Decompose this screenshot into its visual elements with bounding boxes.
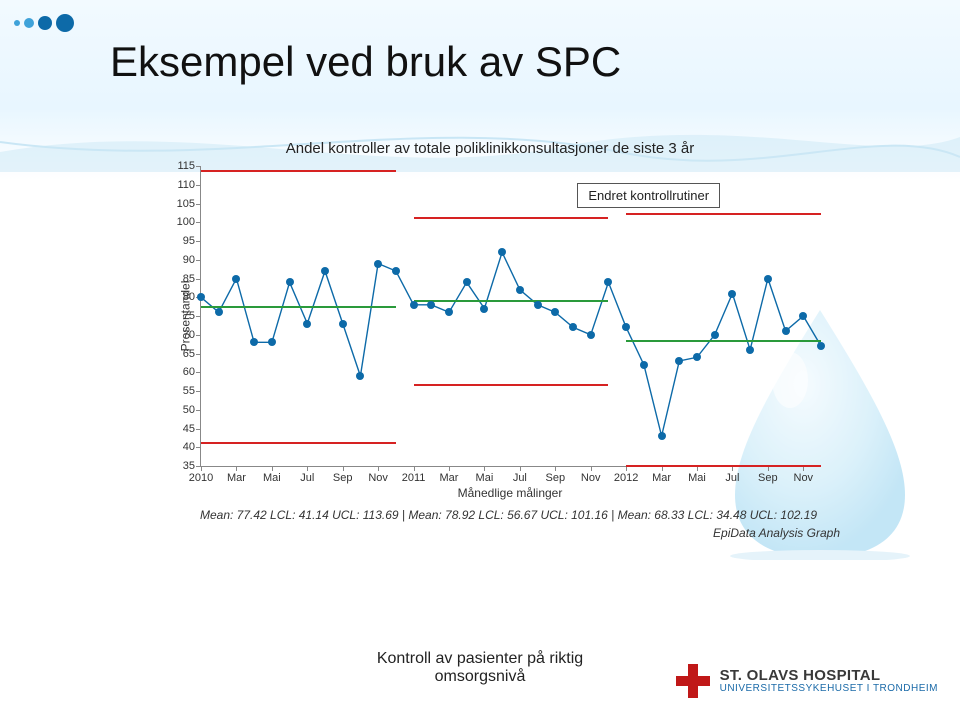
red-cross-icon (676, 664, 710, 698)
data-marker (303, 320, 311, 328)
slide-title: Eksempel ved bruk av SPC (110, 38, 621, 86)
x-tick-label: Mar (440, 472, 459, 484)
data-marker (250, 338, 258, 346)
annotation-box: Endret kontrollrutiner (577, 183, 720, 208)
x-tick-label: Mai (476, 472, 494, 484)
data-marker (569, 323, 577, 331)
y-tick-label: 115 (161, 160, 195, 172)
y-tick-label: 45 (161, 423, 195, 435)
data-marker (516, 286, 524, 294)
y-tick-label: 85 (161, 273, 195, 285)
footer-caption: Kontroll av pasienter på riktigomsorgsni… (377, 650, 583, 686)
x-tick-label: Jul (513, 472, 527, 484)
plot-area: 3540455055606570758085909510010511011520… (200, 166, 821, 467)
data-marker (339, 320, 347, 328)
data-marker (658, 432, 666, 440)
mean-line (201, 306, 396, 308)
ucl-line (626, 213, 821, 215)
mean-line (414, 300, 609, 302)
x-tick-label: Mar (652, 472, 671, 484)
y-tick-label: 90 (161, 254, 195, 266)
data-marker (604, 278, 612, 286)
data-marker (799, 312, 807, 320)
x-tick-label: Sep (545, 472, 565, 484)
data-marker (197, 293, 205, 301)
data-marker (640, 361, 648, 369)
x-axis-title: Månedlige målinger (200, 486, 820, 598)
data-marker (374, 260, 382, 268)
x-tick-label: 2010 (189, 472, 213, 484)
x-tick-label: Nov (581, 472, 601, 484)
ucl-line (414, 217, 609, 219)
y-tick-label: 35 (161, 460, 195, 472)
y-tick-label: 75 (161, 310, 195, 322)
data-marker (587, 331, 595, 339)
data-marker (286, 278, 294, 286)
data-marker (356, 372, 364, 380)
y-tick-label: 60 (161, 366, 195, 378)
ucl-line (201, 170, 396, 172)
mean-line (626, 340, 821, 342)
data-marker (232, 275, 240, 283)
data-marker (693, 353, 701, 361)
data-marker (321, 267, 329, 275)
spc-chart: Andel kontroller av totale poliklinikkon… (140, 140, 840, 560)
data-marker (764, 275, 772, 283)
data-marker (427, 301, 435, 309)
data-marker (817, 342, 825, 350)
data-line (201, 166, 821, 466)
data-marker (215, 308, 223, 316)
hospital-logo: ST. OLAVS HOSPITAL UNIVERSITETSSYKEHUSET… (676, 664, 938, 698)
y-tick-label: 100 (161, 216, 195, 228)
y-tick-label: 95 (161, 235, 195, 247)
logo-main: ST. OLAVS HOSPITAL (720, 668, 938, 684)
x-tick-label: 2012 (614, 472, 638, 484)
x-tick-label: Jul (725, 472, 739, 484)
data-marker (675, 357, 683, 365)
x-tick-label: Mai (688, 472, 706, 484)
x-tick-label: Mar (227, 472, 246, 484)
y-tick-label: 110 (161, 179, 195, 191)
lcl-line (201, 442, 396, 444)
y-tick-label: 55 (161, 385, 195, 397)
logo-sub: UNIVERSITETSSYKEHUSET I TRONDHEIM (720, 684, 938, 695)
x-tick-label: Mai (263, 472, 281, 484)
data-marker (445, 308, 453, 316)
data-marker (728, 290, 736, 298)
data-marker (480, 305, 488, 313)
y-tick-label: 50 (161, 404, 195, 416)
lcl-line (626, 465, 821, 467)
x-tick-label: Sep (333, 472, 353, 484)
y-tick-label: 80 (161, 291, 195, 303)
stats-line: Mean: 77.42 LCL: 41.14 UCL: 113.69 | Mea… (200, 508, 817, 522)
data-marker (410, 301, 418, 309)
data-marker (534, 301, 542, 309)
y-tick-label: 105 (161, 198, 195, 210)
data-marker (551, 308, 559, 316)
x-tick-label: 2011 (402, 472, 426, 484)
y-tick-label: 70 (161, 329, 195, 341)
data-marker (498, 248, 506, 256)
data-marker (782, 327, 790, 335)
x-tick-label: Sep (758, 472, 778, 484)
data-marker (392, 267, 400, 275)
y-tick-label: 65 (161, 348, 195, 360)
data-marker (622, 323, 630, 331)
y-tick-label: 40 (161, 441, 195, 453)
source-line: EpiData Analysis Graph (713, 526, 840, 540)
data-marker (463, 278, 471, 286)
corner-dots (14, 14, 78, 32)
data-marker (711, 331, 719, 339)
x-tick-label: Nov (368, 472, 388, 484)
x-tick-label: Jul (300, 472, 314, 484)
x-tick-label: Nov (794, 472, 814, 484)
data-marker (268, 338, 276, 346)
chart-title: Andel kontroller av totale poliklinikkon… (140, 140, 840, 157)
lcl-line (414, 384, 609, 386)
data-marker (746, 346, 754, 354)
